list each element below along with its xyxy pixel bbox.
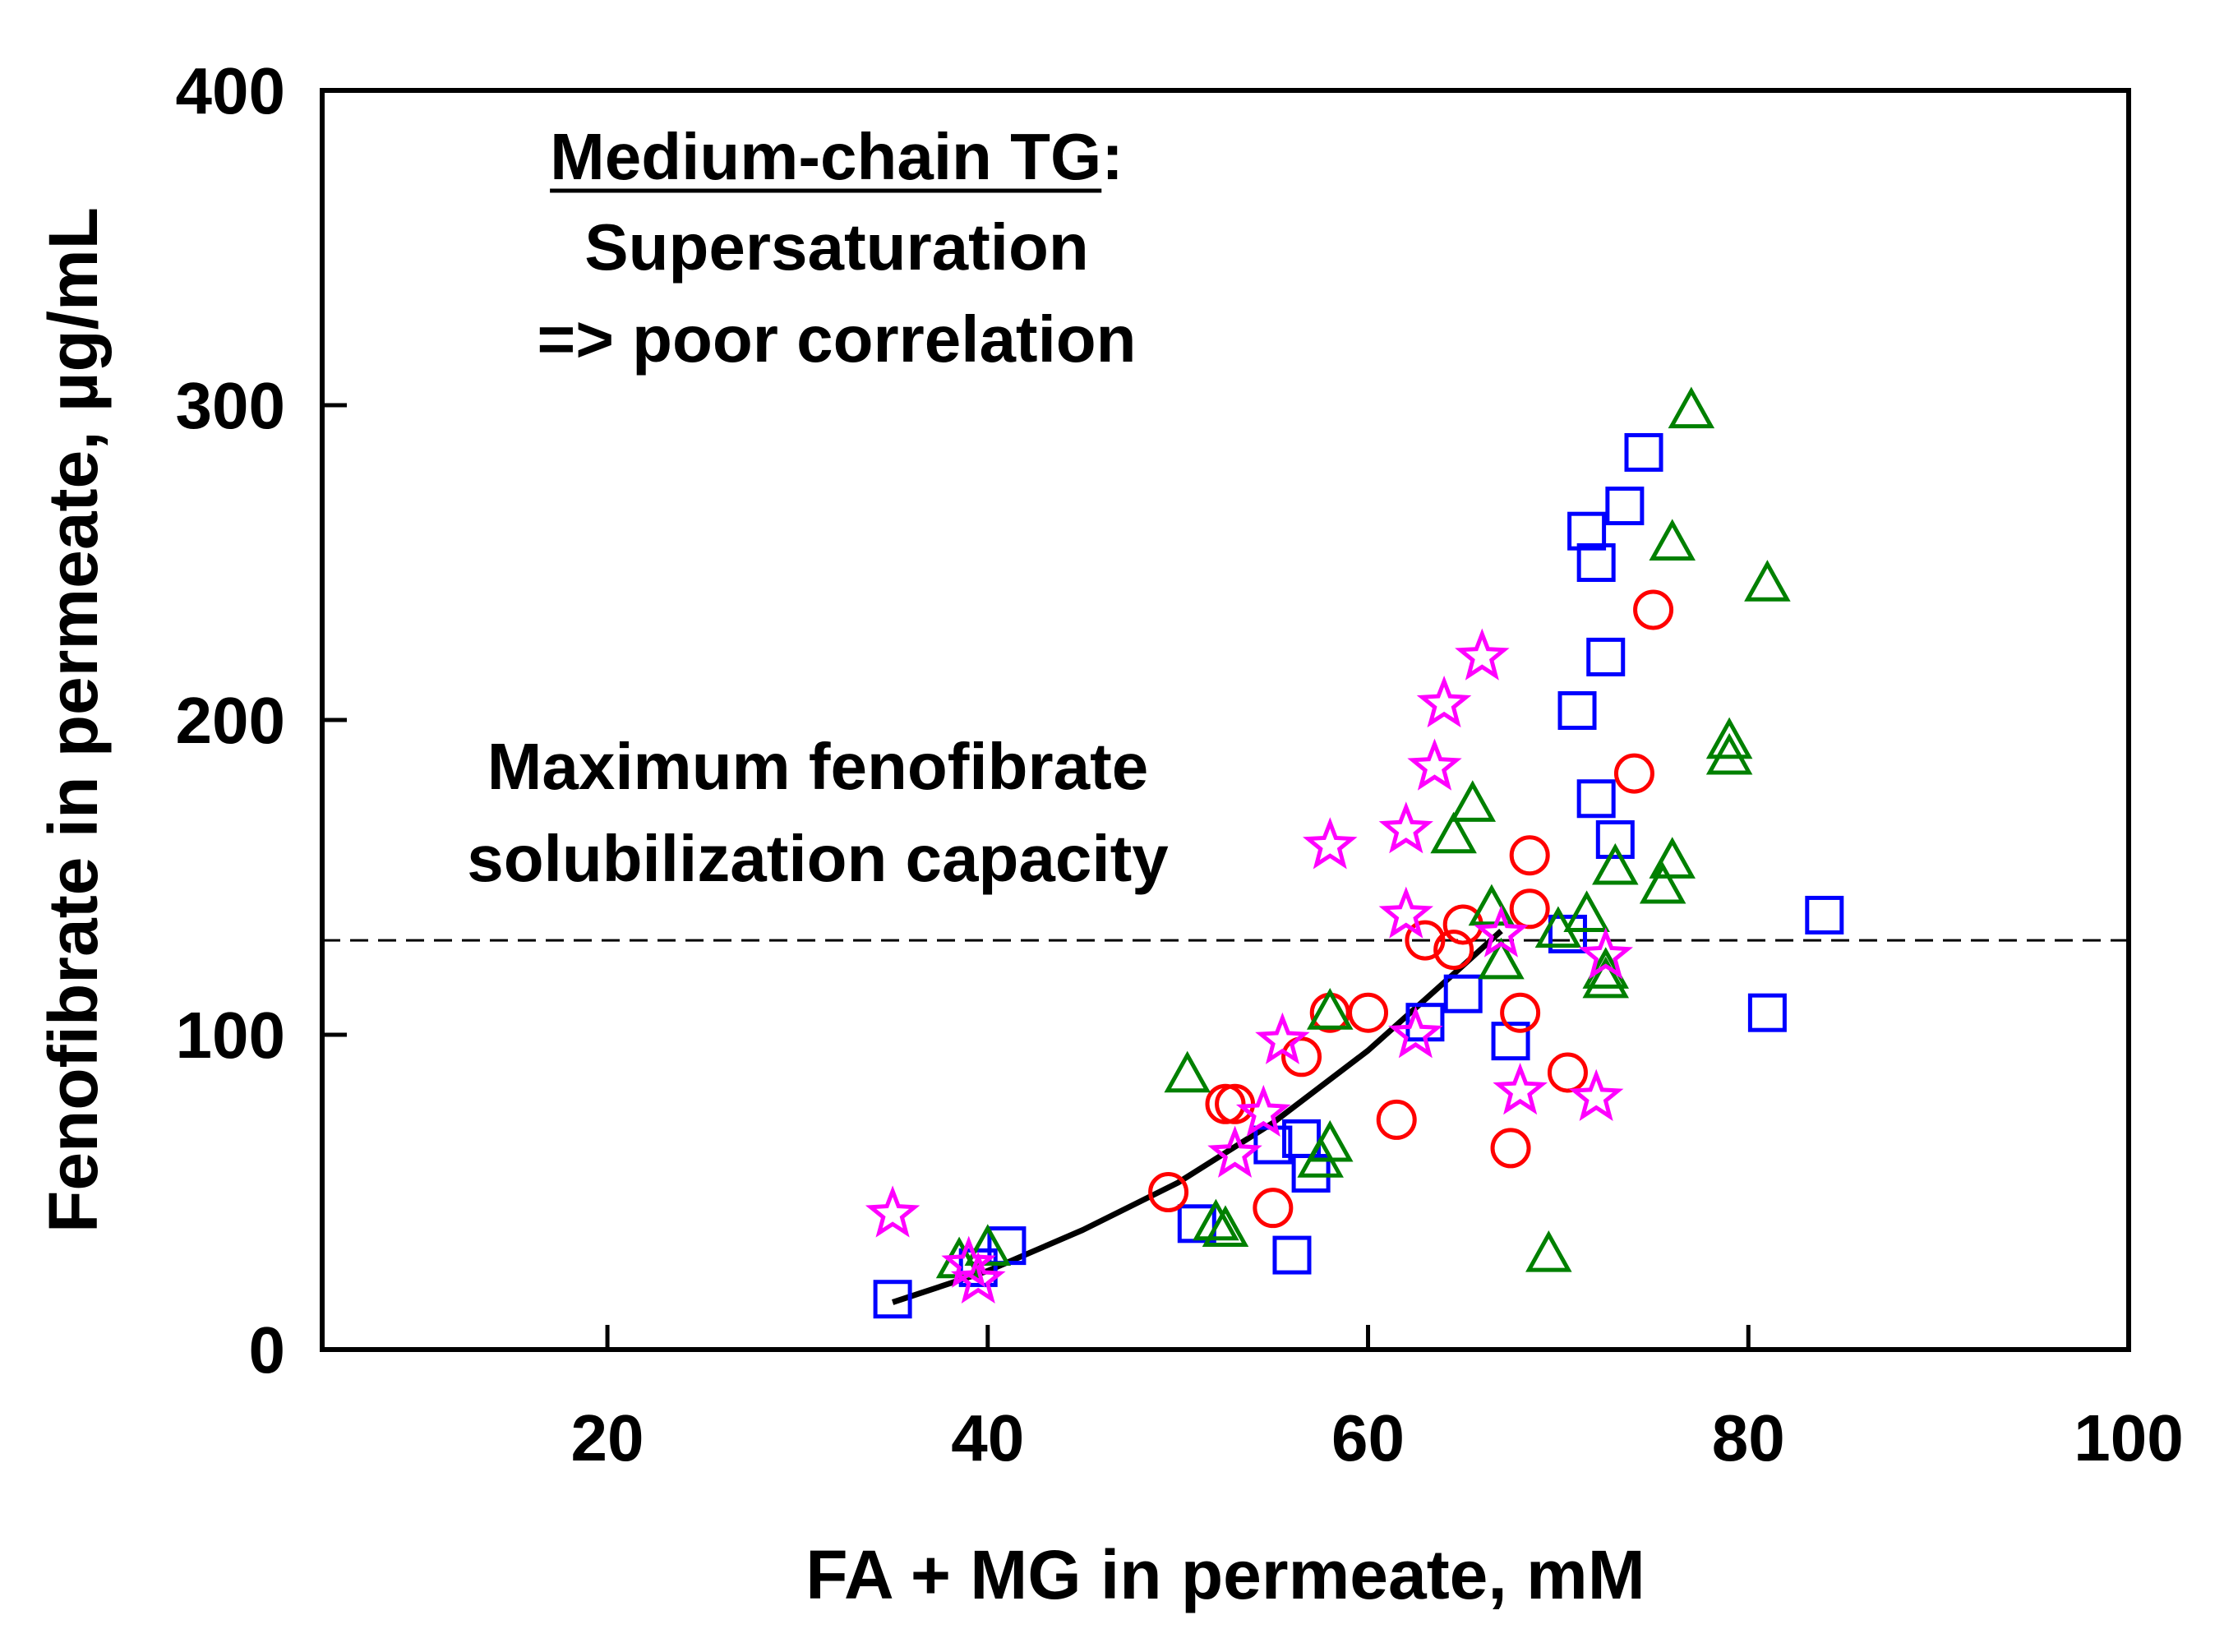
circle-point: [1633, 589, 1674, 630]
star-point: [1255, 1012, 1310, 1064]
annotation-heading: Medium-chain TG:: [550, 120, 1124, 193]
annotation-capacity-line1: Maximum fenofibrate: [487, 730, 1149, 803]
square-point: [1443, 974, 1483, 1013]
axis-ticks: 20 40 60 80 100 0 100 200 300 400: [176, 54, 2184, 1474]
triangle-point: [1649, 837, 1696, 879]
triangle-point: [1705, 717, 1753, 759]
annotation-poor-correlation: => poor correlation: [537, 302, 1136, 376]
plot-layer: [322, 386, 2129, 1319]
annotation-capacity-line2: solubilization capacity: [467, 822, 1169, 895]
fit-curve: [892, 929, 1503, 1305]
star-point: [1416, 675, 1472, 728]
triangle-point: [1649, 519, 1696, 561]
circle-point: [1148, 1172, 1189, 1212]
triangle-point: [1668, 386, 1715, 429]
x-tick-label: 80: [1712, 1401, 1785, 1474]
circle-point: [1405, 920, 1446, 961]
square-point: [1805, 895, 1844, 934]
square-point: [873, 1280, 912, 1319]
y-tick-label: 400: [176, 54, 285, 127]
star-point: [950, 1251, 1006, 1304]
square-point: [1586, 637, 1626, 676]
triangle-point: [1202, 1205, 1249, 1247]
triangle-point: [1468, 884, 1516, 926]
square-point: [1557, 691, 1597, 731]
square-point: [1576, 543, 1616, 582]
triangle-point: [964, 1224, 1012, 1266]
star-point: [1302, 817, 1358, 870]
circle-point: [1500, 992, 1541, 1033]
square-point: [1491, 1022, 1530, 1061]
annotation-heading-colon: :: [1101, 120, 1124, 193]
square-point: [1177, 1204, 1216, 1244]
triangle-point: [1525, 1230, 1572, 1272]
square-point: [1595, 820, 1635, 860]
square-point: [1567, 511, 1607, 551]
star-point: [1578, 927, 1634, 980]
square-point: [1624, 432, 1663, 472]
triangle-point: [1164, 1050, 1211, 1093]
square-point: [1747, 993, 1787, 1032]
x-tick-label: 60: [1331, 1401, 1405, 1474]
star-point: [1207, 1125, 1262, 1178]
star-point: [1455, 628, 1510, 681]
star-point: [865, 1185, 921, 1238]
x-tick-label: 40: [951, 1401, 1024, 1474]
triangle-point: [1744, 560, 1791, 602]
star-point: [1388, 1006, 1443, 1059]
square-point: [1548, 914, 1587, 953]
star-point: [1235, 1084, 1291, 1137]
star-point: [1378, 801, 1433, 854]
triangle-point: [1592, 842, 1639, 885]
circle-point: [1509, 835, 1550, 876]
circle-point: [1509, 888, 1550, 930]
y-tick-label: 0: [249, 1313, 286, 1387]
circle-point: [1348, 992, 1389, 1033]
triangle-point: [1306, 988, 1354, 1030]
star-point: [1378, 886, 1434, 939]
triangle-point: [1449, 780, 1497, 822]
triangle-point: [1582, 956, 1629, 999]
triangle-point: [1478, 937, 1525, 980]
annotation-heading-underlined: Medium-chain TG: [550, 120, 1101, 193]
star-point: [1568, 1068, 1624, 1121]
circle-point: [1613, 753, 1654, 794]
star-point: [1474, 905, 1529, 958]
triangle-point: [1639, 861, 1686, 904]
y-tick-label: 300: [176, 369, 285, 442]
y-tick-label: 100: [176, 999, 285, 1072]
circle-point: [1433, 930, 1474, 971]
annotation-supersaturation: Supersaturation: [584, 210, 1088, 284]
y-axis-title: Fenofibrate in permeate, µg/mL: [35, 207, 112, 1233]
x-axis-title: FA + MG in permeate, mM: [805, 1536, 1645, 1613]
circle-point: [1490, 1128, 1531, 1169]
square-point: [1576, 779, 1616, 819]
x-tick-label: 20: [571, 1401, 644, 1474]
star-point: [1407, 738, 1462, 791]
circle-point: [1205, 1083, 1246, 1124]
star-point: [1493, 1062, 1548, 1115]
square-point: [1272, 1235, 1312, 1275]
x-tick-label: 100: [2074, 1401, 2183, 1474]
triangle-point: [1563, 890, 1610, 932]
circle-point: [1547, 1052, 1588, 1093]
triangle-point: [1430, 811, 1477, 854]
y-tick-label: 200: [176, 684, 285, 757]
circle-point: [1253, 1188, 1294, 1229]
circle-point: [1376, 1099, 1417, 1140]
triangle-point: [1306, 1119, 1354, 1162]
square-point: [1605, 487, 1645, 526]
triangle-point: [1193, 1198, 1239, 1241]
